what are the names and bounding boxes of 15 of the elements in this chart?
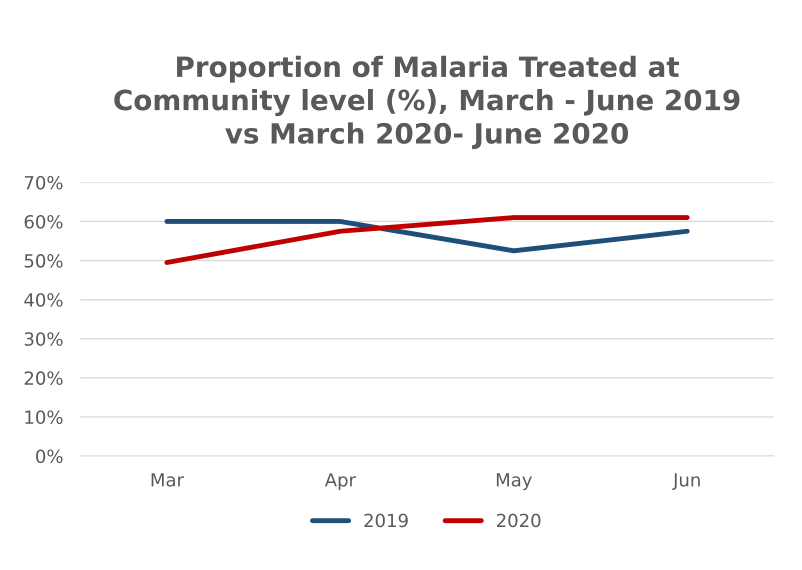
y-tick-label: 10% [25,410,63,424]
legend-label: 2020 [497,514,540,528]
y-tick-label: 30% [24,332,63,346]
x-tick-label: Apr [324,473,356,490]
chart-title: Proportion of Malaria Treated at Community level (%), March - June 2019 vs March 2020- June 2020 [114,56,740,150]
y-tick-label: 70% [24,176,63,190]
y-tick-label: 50% [24,254,63,268]
y-tick-label: 40% [24,293,63,307]
y-tick-label: 0% [36,449,63,464]
x-tick-label: May [496,473,532,490]
x-tick-label: Mar [152,473,184,487]
y-tick-label: 60% [24,214,63,229]
x-tick-label: Jun [672,473,700,490]
y-tick-label: 20% [24,371,63,385]
legend-label: 2019 [364,514,408,528]
